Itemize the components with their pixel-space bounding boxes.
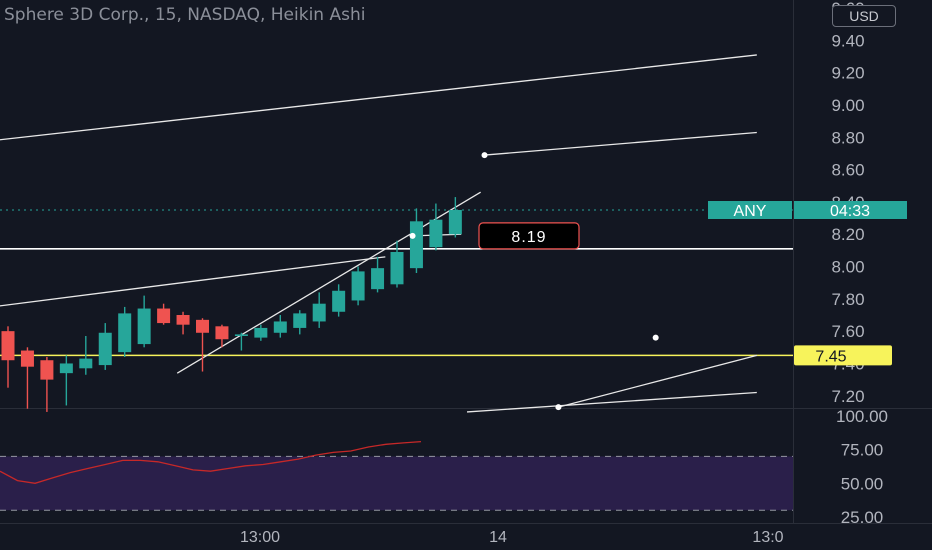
candle-body bbox=[312, 303, 326, 322]
candle-body bbox=[59, 363, 73, 374]
candle-body bbox=[293, 313, 307, 328]
candle-body bbox=[1, 331, 15, 361]
candle-body bbox=[20, 350, 34, 367]
symbol-badge bbox=[708, 201, 792, 219]
oscillator-tick-label: 100.00 bbox=[836, 407, 888, 426]
time-tick-label: 13:0 bbox=[752, 529, 783, 546]
price-label-tag bbox=[794, 345, 892, 366]
oscillator-tick-label: 75.00 bbox=[841, 441, 884, 460]
drawing-anchor-point bbox=[481, 152, 488, 159]
price-tick-label: 7.80 bbox=[831, 290, 864, 309]
price-tick-label: 9.40 bbox=[831, 31, 864, 50]
candle-body bbox=[273, 321, 287, 333]
trend-line bbox=[558, 354, 757, 408]
drawing-anchor-point bbox=[409, 232, 416, 239]
time-tick-label: 14 bbox=[489, 529, 507, 546]
candle-body bbox=[254, 327, 268, 338]
price-label-value: 8.19 bbox=[511, 229, 546, 246]
drawing-anchor-point bbox=[555, 404, 562, 411]
trend-line bbox=[466, 391, 757, 413]
trend-line bbox=[0, 54, 757, 141]
candle-body bbox=[371, 268, 385, 290]
symbol-name: ANY bbox=[734, 203, 767, 220]
price-label-box bbox=[478, 222, 580, 250]
candle-body bbox=[215, 326, 229, 340]
candle-body bbox=[157, 308, 171, 324]
chart-title: Sphere 3D Corp., 15, NASDAQ, Heikin Ashi bbox=[4, 5, 366, 25]
candle-body bbox=[196, 319, 209, 333]
candle-body bbox=[448, 210, 462, 235]
price-label-value: 7.45 bbox=[815, 348, 846, 365]
trend-line bbox=[484, 131, 757, 156]
candle-body bbox=[351, 271, 365, 301]
candle-body bbox=[98, 332, 112, 366]
price-tick-label: 8.20 bbox=[831, 225, 864, 244]
price-tick-label: 7.20 bbox=[831, 387, 864, 406]
candle-body bbox=[137, 308, 151, 345]
candle-body bbox=[409, 221, 423, 269]
candle-body bbox=[234, 334, 248, 336]
oscillator-tick-label: 50.00 bbox=[841, 474, 884, 493]
candle-body bbox=[390, 252, 404, 285]
countdown-badge bbox=[794, 201, 907, 219]
candle-body bbox=[118, 313, 132, 353]
candle-body bbox=[40, 360, 54, 380]
currency-button[interactable]: USD bbox=[832, 5, 896, 27]
price-tick-label: 8.80 bbox=[831, 128, 864, 147]
candle-body bbox=[332, 290, 346, 312]
candle-body bbox=[429, 219, 443, 248]
bar-countdown: 04:33 bbox=[830, 203, 870, 220]
candle-body bbox=[176, 315, 190, 325]
time-tick-label: 13:00 bbox=[240, 529, 280, 546]
oscillator-band bbox=[0, 456, 793, 511]
drawing-anchor-point bbox=[652, 334, 659, 341]
oscillator-tick-label: 25.00 bbox=[841, 508, 884, 527]
price-tick-label: 8.60 bbox=[831, 161, 864, 180]
trend-line bbox=[0, 256, 386, 307]
price-tick-label: 7.60 bbox=[831, 322, 864, 341]
price-tick-label: 8.00 bbox=[831, 258, 864, 277]
candle-body bbox=[79, 358, 93, 369]
price-tick-label: 9.00 bbox=[831, 96, 864, 115]
price-tick-label: 9.20 bbox=[831, 64, 864, 83]
oscillator-line bbox=[0, 440, 422, 484]
